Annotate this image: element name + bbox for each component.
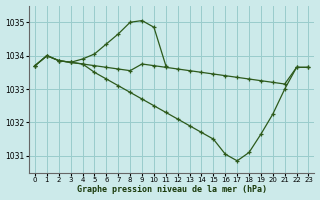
X-axis label: Graphe pression niveau de la mer (hPa): Graphe pression niveau de la mer (hPa)	[77, 185, 267, 194]
